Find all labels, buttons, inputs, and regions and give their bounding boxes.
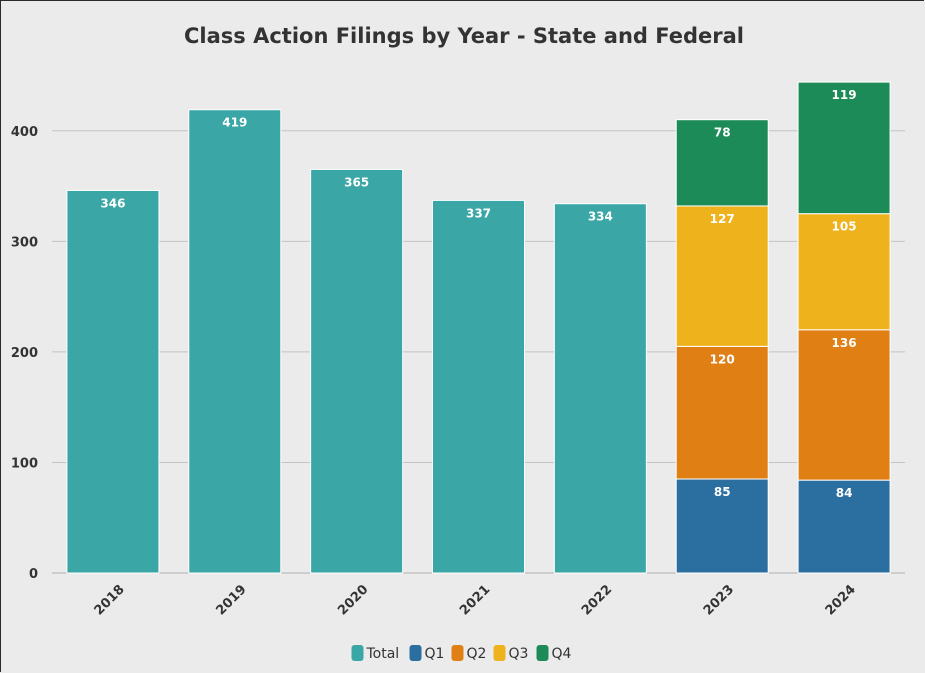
bar-total-2021[interactable] xyxy=(432,199,525,574)
data-label-q3-2023: 127 xyxy=(710,212,735,226)
x-tick-label-2024: 2024 xyxy=(823,582,859,618)
bar-q3-2023[interactable] xyxy=(675,205,769,347)
y-tick-label: 400 xyxy=(11,125,38,140)
data-label-q1-2024: 84 xyxy=(836,486,853,500)
legend-swatch xyxy=(493,645,506,661)
legend-item-total[interactable]: Total xyxy=(351,645,400,662)
data-label-q4-2023: 78 xyxy=(714,126,731,140)
data-label-total-2022: 334 xyxy=(588,210,613,224)
legend-swatch xyxy=(351,645,364,661)
legend-label: Q4 xyxy=(552,646,572,662)
legend-item-q2[interactable]: Q2 xyxy=(451,645,487,662)
x-tick-label-2020: 2020 xyxy=(335,582,371,618)
x-axis-ticks: 2018 2019 2020 2021 2022 2023 2024 xyxy=(92,582,859,618)
bar-total-2020[interactable] xyxy=(310,168,404,574)
bar-q4-2023[interactable] xyxy=(675,119,769,207)
legend-swatch xyxy=(451,645,464,661)
data-label-q4-2024: 119 xyxy=(832,88,857,102)
x-tick-label-2021: 2021 xyxy=(457,582,493,618)
data-label-q3-2024: 105 xyxy=(832,220,857,234)
legend-item-q1[interactable]: Q1 xyxy=(409,645,445,662)
x-tick-label-2019: 2019 xyxy=(213,582,249,618)
data-label-total-2018: 346 xyxy=(100,196,125,210)
data-label-total-2019: 419 xyxy=(222,116,247,130)
bar-q4-2024[interactable] xyxy=(797,81,891,215)
legend-item-q4[interactable]: Q4 xyxy=(536,645,572,662)
bar-q1-2023[interactable] xyxy=(675,478,769,574)
y-tick-label: 300 xyxy=(11,235,38,250)
bar-q1-2024[interactable] xyxy=(797,479,891,574)
y-axis-ticks: 0 100 200 300 400 xyxy=(11,125,38,582)
x-tick-label-2023: 2023 xyxy=(701,582,737,618)
legend-label: Q3 xyxy=(509,646,529,662)
legend-item-q3[interactable]: Q3 xyxy=(493,645,529,662)
x-tick-label-2022: 2022 xyxy=(579,582,615,618)
data-label-q2-2023: 120 xyxy=(710,352,735,366)
legend-label: Q1 xyxy=(425,646,445,662)
legend-label: Q2 xyxy=(467,646,487,662)
data-label-q2-2024: 136 xyxy=(832,336,857,350)
x-tick-label-2018: 2018 xyxy=(92,582,128,618)
bar-q2-2024[interactable] xyxy=(797,329,891,481)
data-label-q1-2023: 85 xyxy=(714,485,731,499)
legend-swatch xyxy=(409,645,422,661)
data-label-total-2020: 365 xyxy=(344,175,369,189)
bars: 346 419 365 337 334 85 120 127 78 84 136 105 119 xyxy=(66,81,891,574)
bar-q3-2024[interactable] xyxy=(797,213,891,331)
legend-label: Total xyxy=(366,646,400,662)
legend[interactable]: Total Q1 Q2 Q3 Q4 xyxy=(351,645,572,662)
y-tick-label: 200 xyxy=(11,346,38,361)
data-label-total-2021: 337 xyxy=(466,206,491,220)
chart-title: Class Action Filings by Year - State and… xyxy=(184,24,744,48)
bar-total-2022[interactable] xyxy=(553,203,647,574)
bar-total-2018[interactable] xyxy=(66,189,160,574)
y-tick-label: 100 xyxy=(11,456,38,471)
y-tick-label: 0 xyxy=(29,567,38,582)
bar-total-2019[interactable] xyxy=(188,109,282,574)
legend-swatch xyxy=(536,645,549,661)
